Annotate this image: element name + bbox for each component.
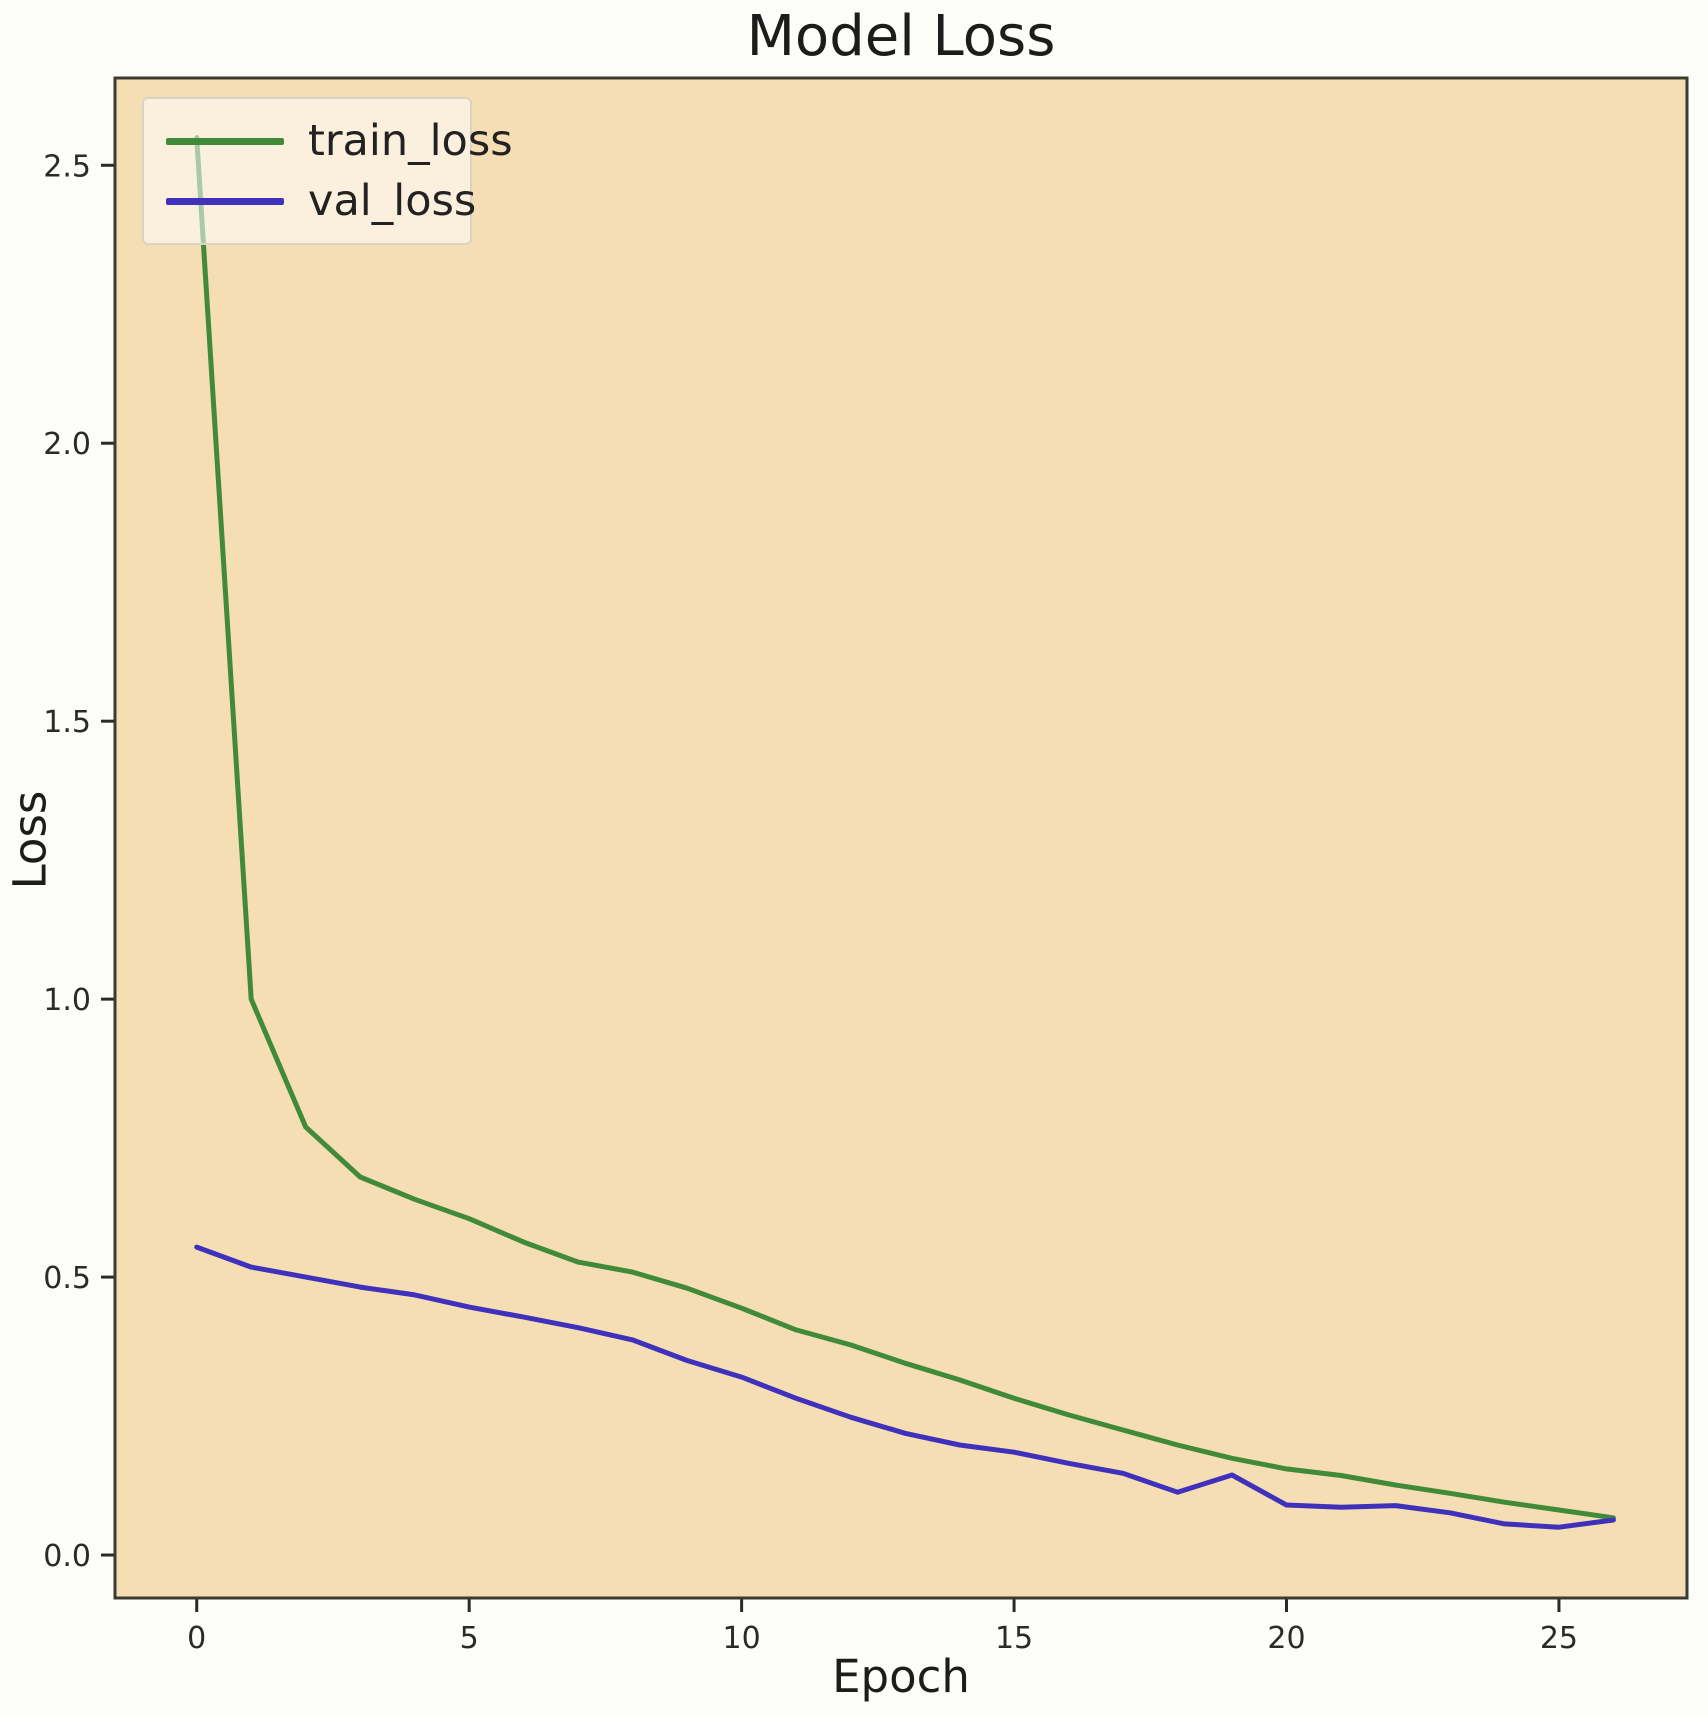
y-tick-label: 2.0 [43, 427, 91, 462]
axes-frame [113, 76, 1689, 1600]
y-tick-label: 1.5 [43, 705, 91, 740]
x-tick-label: 15 [995, 1621, 1033, 1656]
plot-background [115, 78, 1687, 1598]
y-tick-label: 2.5 [43, 149, 91, 184]
x-tick-label: 25 [1540, 1621, 1578, 1656]
legend-item-train-loss: train_loss [166, 111, 513, 171]
y-tick-label: 1.0 [43, 983, 91, 1018]
y-tick-label: 0.0 [43, 1539, 91, 1574]
train-loss-line-icon [166, 137, 284, 145]
val-loss-line [194, 1244, 1616, 1530]
x-tick-label: 10 [723, 1621, 761, 1656]
val-loss-line-icon [166, 197, 284, 205]
x-tick-label: 5 [460, 1621, 479, 1656]
legend-item-val-loss: val_loss [166, 171, 476, 231]
legend: train_loss val_loss [142, 97, 513, 245]
x-tick-label: 0 [187, 1621, 206, 1656]
chart-title: Model Loss [746, 4, 1056, 69]
x-axis-label: Epoch [832, 1650, 970, 1703]
y-axis-label: Loss [3, 790, 57, 890]
y-tick-label: 0.5 [43, 1261, 91, 1296]
legend-label-val-loss: val_loss [308, 176, 477, 226]
train-loss-line [194, 135, 1616, 1521]
x-tick-label: 20 [1267, 1621, 1305, 1656]
legend-label-train-loss: train_loss [308, 116, 513, 166]
